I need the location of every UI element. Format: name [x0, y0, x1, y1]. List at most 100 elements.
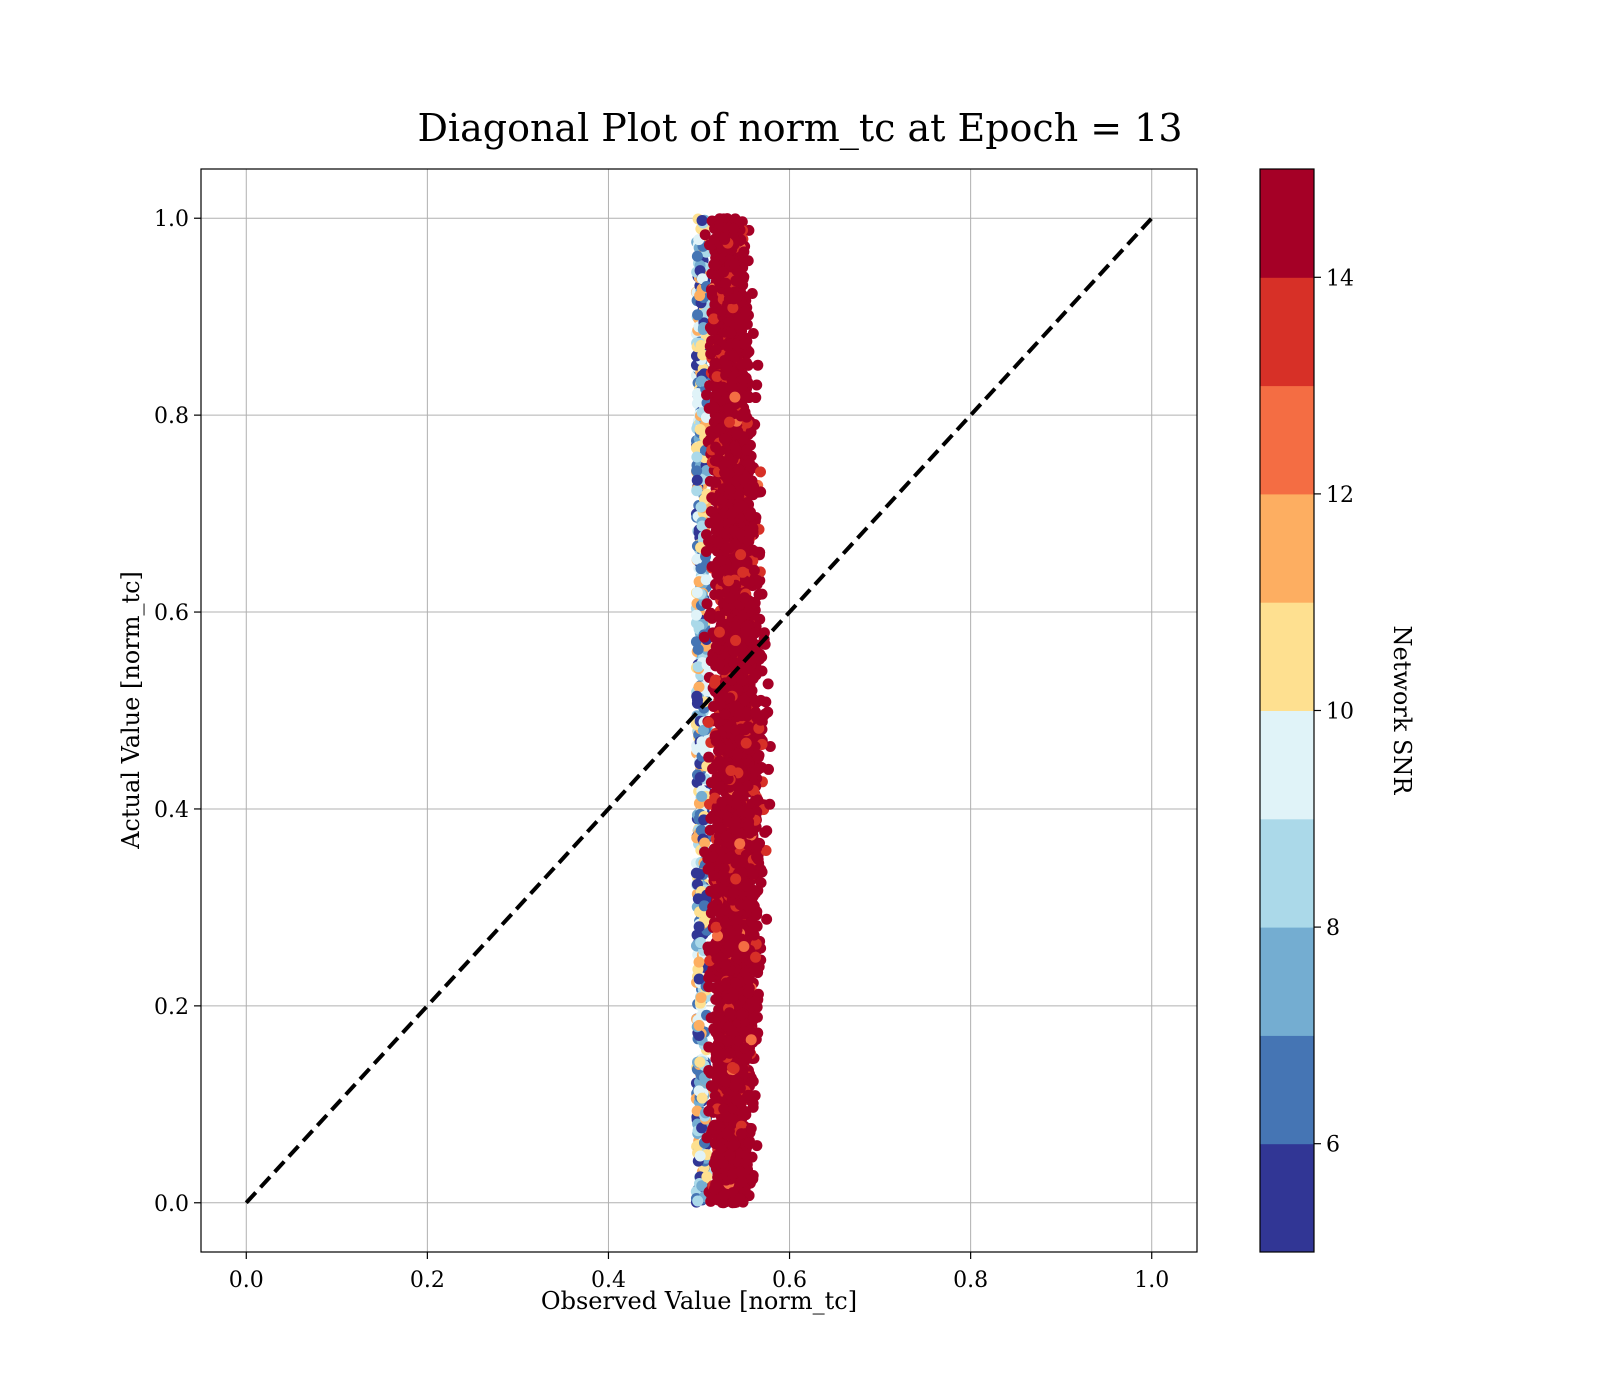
scatter-point: [754, 466, 766, 478]
scatter-point: [740, 305, 752, 317]
scatter-point: [747, 868, 759, 880]
scatter-point: [714, 699, 726, 711]
scatter-point: [728, 1063, 740, 1075]
scatter-point: [695, 339, 707, 351]
scatter-point: [730, 724, 742, 736]
scatter-point: [720, 1111, 732, 1123]
scatter-point: [730, 634, 742, 646]
scatter-point: [710, 641, 722, 653]
scatter-point: [744, 458, 756, 470]
scatter-point: [760, 844, 772, 856]
scatter-point: [716, 796, 728, 808]
scatter-point: [724, 349, 736, 361]
scatter-point: [709, 358, 721, 370]
scatter-points: [690, 213, 776, 1209]
scatter-point: [694, 290, 706, 302]
scatter-point: [762, 678, 774, 690]
scatter-point: [756, 866, 768, 878]
scatter-point: [733, 313, 745, 325]
scatter-point: [715, 1142, 727, 1154]
scatter-point: [698, 900, 710, 912]
scatter-point: [703, 716, 715, 728]
scatter-point: [728, 1139, 740, 1151]
scatter-point: [745, 1122, 757, 1134]
scatter-point: [722, 816, 734, 828]
scatter-point: [741, 1051, 753, 1063]
scatter-point: [713, 588, 725, 600]
y-tick-label: 0.4: [154, 798, 189, 823]
colorbar-segment: [1260, 710, 1314, 820]
scatter-point: [715, 305, 727, 317]
scatter-point: [703, 610, 715, 622]
scatter-point: [698, 631, 710, 643]
colorbar-tick-label: 10: [1326, 700, 1354, 725]
scatter-point: [718, 433, 730, 445]
scatter-point: [726, 1103, 738, 1115]
scatter-point: [735, 549, 747, 561]
scatter-point: [709, 677, 721, 689]
scatter-point: [710, 512, 722, 524]
scatter-point: [706, 324, 718, 336]
scatter-point: [727, 302, 739, 314]
scatter-point: [703, 751, 715, 763]
scatter-point: [726, 382, 738, 394]
colorbar-tick-label: 14: [1326, 266, 1354, 291]
scatter-point: [724, 692, 736, 704]
scatter-point: [747, 1173, 759, 1185]
scatter-point: [714, 1006, 726, 1018]
scatter-point: [755, 714, 767, 726]
scatter-point: [729, 853, 741, 865]
scatter-point: [692, 309, 704, 321]
scatter-point: [738, 1026, 750, 1038]
scatter-point: [695, 501, 707, 513]
scatter-point: [725, 674, 737, 686]
scatter-point: [721, 1128, 733, 1140]
scatter-point: [691, 474, 703, 486]
scatter-point: [729, 539, 741, 551]
scatter-point: [691, 694, 703, 706]
scatter-point: [731, 557, 743, 569]
scatter-point: [752, 794, 764, 806]
scatter-point: [710, 1178, 722, 1190]
x-axis-label: Observed Value [norm_tc]: [541, 1287, 857, 1315]
x-tick-label: 0.0: [229, 1268, 264, 1293]
scatter-point: [707, 1081, 719, 1093]
scatter-point: [710, 993, 722, 1005]
scatter-point: [718, 266, 730, 278]
scatter-point: [740, 737, 752, 749]
scatter-point: [710, 921, 722, 933]
scatter-point: [728, 645, 740, 657]
scatter-point: [732, 948, 744, 960]
scatter-point: [725, 765, 737, 777]
scatter-point: [739, 1106, 751, 1118]
y-tick-label: 0.2: [154, 995, 189, 1020]
chart-title: Diagonal Plot of norm_tc at Epoch = 13: [417, 106, 1182, 151]
scatter-point: [741, 318, 753, 330]
x-tick-label: 0.4: [591, 1268, 626, 1293]
scatter-point: [703, 1105, 715, 1117]
scatter-point: [761, 913, 773, 925]
scatter-point: [739, 406, 751, 418]
scatter-point: [740, 706, 752, 718]
scatter-point: [695, 824, 707, 836]
scatter-point: [750, 951, 762, 963]
scatter-point: [737, 374, 749, 386]
scatter-point: [692, 1195, 704, 1207]
scatter-point: [699, 846, 711, 858]
scatter-point: [693, 681, 705, 693]
scatter-point: [756, 588, 768, 600]
scatter-point: [736, 610, 748, 622]
scatter-point: [748, 1012, 760, 1024]
scatter-point: [712, 520, 724, 532]
colorbar-label: Network SNR: [1388, 626, 1416, 796]
scatter-point: [724, 484, 736, 496]
scatter-point: [727, 990, 739, 1002]
scatter-point: [764, 741, 776, 753]
x-tick-label: 0.6: [772, 1268, 807, 1293]
scatter-point: [700, 574, 712, 586]
scatter-point: [755, 877, 767, 889]
colorbar-segment: [1260, 277, 1314, 387]
scatter-point: [691, 451, 703, 463]
scatter-point: [742, 1089, 754, 1101]
colorbar: [1260, 169, 1314, 1253]
